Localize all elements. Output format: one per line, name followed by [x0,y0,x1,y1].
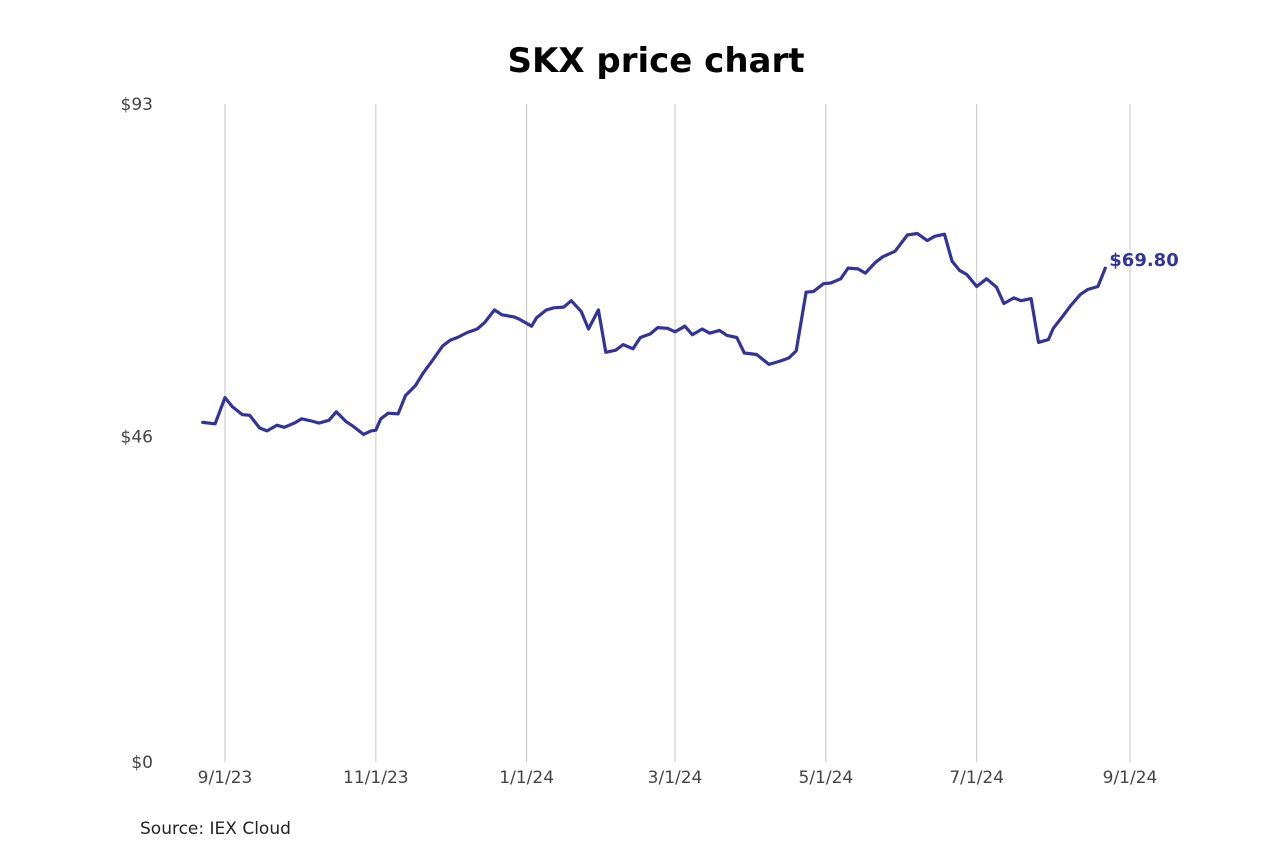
grid-lines [224,104,1131,762]
x-tick-label: 3/1/24 [648,768,703,788]
x-tick-label: 7/1/24 [949,768,1004,788]
source-note: Source: IEX Cloud [140,819,291,839]
y-axis: $0 $46 $93 [121,95,153,773]
x-axis: 9/1/23 11/1/23 1/1/24 3/1/24 5/1/24 7/1/24 9/1… [198,768,1158,788]
price-line-series [201,231,1107,436]
y-tick-label: $0 [131,753,153,773]
x-tick-label: 9/1/24 [1103,768,1158,788]
chart-title: SKX price chart [507,41,804,81]
last-price-label: $69.80 [1109,250,1178,271]
x-tick-label: 9/1/23 [198,768,253,788]
x-tick-label: 11/1/23 [343,768,409,788]
x-tick-label: 5/1/24 [799,768,854,788]
x-tick-label: 1/1/24 [499,768,554,788]
y-tick-label: $93 [121,95,153,115]
y-tick-label: $46 [121,428,153,448]
